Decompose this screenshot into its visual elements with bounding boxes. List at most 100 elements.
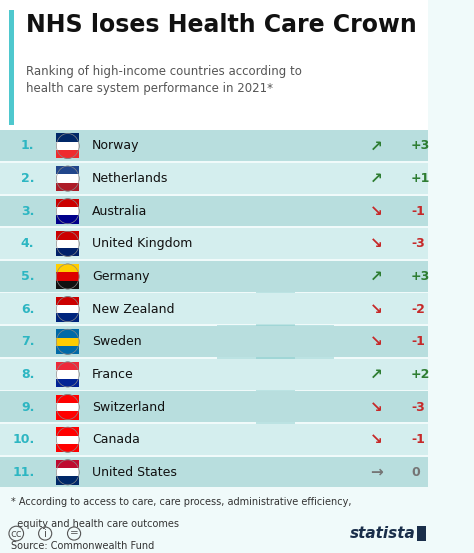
FancyBboxPatch shape [0, 359, 428, 389]
FancyBboxPatch shape [56, 338, 79, 346]
FancyBboxPatch shape [56, 411, 79, 420]
Text: ↗: ↗ [370, 367, 383, 382]
Text: ↘: ↘ [370, 432, 383, 447]
Text: cc: cc [10, 529, 22, 539]
FancyBboxPatch shape [56, 182, 79, 191]
Text: 9.: 9. [21, 400, 34, 414]
Text: Switzerland: Switzerland [92, 400, 165, 414]
FancyBboxPatch shape [256, 267, 295, 441]
FancyBboxPatch shape [56, 133, 79, 142]
FancyBboxPatch shape [56, 403, 79, 411]
Circle shape [56, 362, 79, 387]
Text: 2.: 2. [21, 172, 34, 185]
FancyBboxPatch shape [9, 10, 14, 124]
FancyBboxPatch shape [0, 294, 428, 324]
Text: ↗: ↗ [370, 138, 383, 154]
Circle shape [56, 166, 79, 191]
FancyBboxPatch shape [56, 264, 79, 272]
Circle shape [56, 199, 79, 224]
Text: -1: -1 [411, 205, 425, 218]
FancyBboxPatch shape [0, 392, 428, 422]
FancyBboxPatch shape [56, 296, 79, 305]
Text: 7.: 7. [21, 335, 34, 348]
FancyBboxPatch shape [217, 325, 334, 383]
Text: ↗: ↗ [370, 269, 383, 284]
FancyBboxPatch shape [56, 305, 79, 314]
Circle shape [56, 330, 79, 354]
FancyBboxPatch shape [56, 207, 79, 215]
FancyBboxPatch shape [56, 239, 79, 248]
Circle shape [56, 133, 79, 158]
Text: * According to access to care, care process, administrative efficiency,: * According to access to care, care proc… [11, 497, 351, 507]
FancyBboxPatch shape [56, 199, 79, 207]
Text: 4.: 4. [21, 237, 34, 251]
Text: -1: -1 [411, 433, 425, 446]
Text: NHS loses Health Care Crown: NHS loses Health Care Crown [26, 13, 417, 37]
FancyBboxPatch shape [0, 326, 428, 357]
FancyBboxPatch shape [0, 261, 428, 291]
Text: United States: United States [92, 466, 177, 479]
FancyBboxPatch shape [56, 379, 79, 387]
Text: 5.: 5. [21, 270, 34, 283]
FancyBboxPatch shape [56, 281, 79, 289]
FancyBboxPatch shape [56, 477, 79, 485]
Text: France: France [92, 368, 134, 381]
FancyBboxPatch shape [56, 215, 79, 224]
Text: Norway: Norway [92, 139, 140, 153]
FancyBboxPatch shape [56, 272, 79, 281]
Text: 10.: 10. [12, 433, 34, 446]
Text: 0: 0 [411, 466, 419, 479]
FancyBboxPatch shape [56, 231, 79, 239]
FancyBboxPatch shape [56, 468, 79, 477]
FancyBboxPatch shape [56, 346, 79, 354]
Text: -3: -3 [411, 237, 425, 251]
FancyBboxPatch shape [56, 362, 79, 371]
Circle shape [56, 264, 79, 289]
FancyBboxPatch shape [56, 150, 79, 158]
Text: statista: statista [350, 526, 416, 541]
FancyBboxPatch shape [56, 174, 79, 182]
FancyBboxPatch shape [56, 460, 79, 468]
FancyBboxPatch shape [56, 330, 79, 338]
Text: -2: -2 [411, 302, 425, 316]
Text: ↘: ↘ [370, 334, 383, 349]
Circle shape [56, 460, 79, 485]
FancyBboxPatch shape [56, 166, 79, 174]
FancyBboxPatch shape [56, 427, 79, 436]
Text: +2: +2 [411, 368, 430, 381]
Text: United Kingdom: United Kingdom [92, 237, 192, 251]
Text: 3.: 3. [21, 205, 34, 218]
Circle shape [56, 231, 79, 257]
Text: =: = [70, 529, 78, 539]
Text: +3: +3 [411, 139, 430, 153]
FancyBboxPatch shape [56, 314, 79, 322]
Text: →: → [370, 465, 383, 480]
FancyBboxPatch shape [0, 131, 428, 161]
Text: 1.: 1. [21, 139, 34, 153]
Text: Source: Commonwealth Fund: Source: Commonwealth Fund [11, 540, 154, 550]
Text: ↘: ↘ [370, 204, 383, 219]
Text: 8.: 8. [21, 368, 34, 381]
FancyBboxPatch shape [56, 371, 79, 379]
FancyBboxPatch shape [56, 444, 79, 452]
Text: +1: +1 [411, 172, 430, 185]
FancyBboxPatch shape [417, 525, 426, 541]
Text: Germany: Germany [92, 270, 150, 283]
Text: Ranking of high-income countries according to
health care system performance in : Ranking of high-income countries accordi… [26, 65, 302, 95]
Text: Canada: Canada [92, 433, 140, 446]
FancyBboxPatch shape [0, 424, 428, 455]
Text: New Zealand: New Zealand [92, 302, 174, 316]
Text: -1: -1 [411, 335, 425, 348]
Text: Sweden: Sweden [92, 335, 142, 348]
Text: 6.: 6. [21, 302, 34, 316]
FancyBboxPatch shape [0, 196, 428, 226]
FancyBboxPatch shape [0, 163, 428, 194]
Text: ↗: ↗ [370, 171, 383, 186]
FancyBboxPatch shape [0, 0, 428, 129]
FancyBboxPatch shape [56, 248, 79, 257]
Text: ↘: ↘ [370, 301, 383, 317]
Text: i: i [44, 529, 46, 539]
Text: equity and health care outcomes: equity and health care outcomes [11, 519, 179, 529]
FancyBboxPatch shape [56, 395, 79, 403]
FancyBboxPatch shape [0, 228, 428, 259]
